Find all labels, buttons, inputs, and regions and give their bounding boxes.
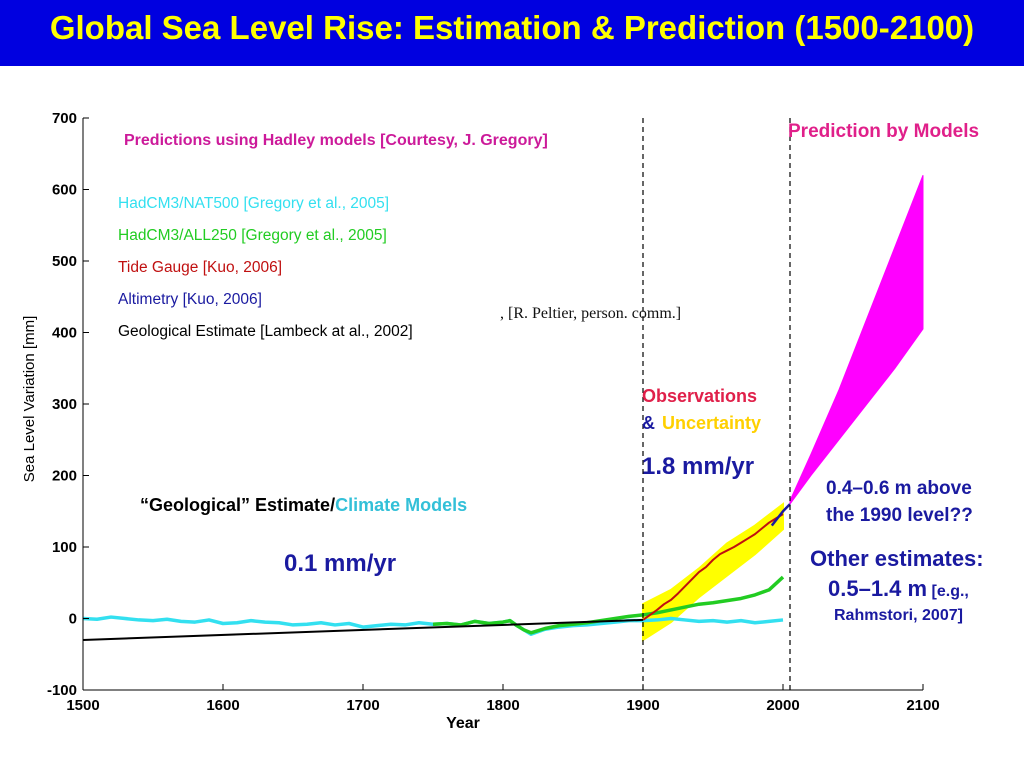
- peltier-citation: , [R. Peltier, person. comm.]: [500, 305, 682, 322]
- y-tick-label: -100: [47, 682, 77, 699]
- legend-entry-1: HadCM3/NAT500 [Gregory et al., 2005]: [118, 195, 389, 212]
- prediction-by-models-label: Prediction by Models: [788, 121, 980, 142]
- x-tick-label: 2000: [766, 697, 799, 714]
- geological-estimate-label: “Geological” Estimate/Climate Models: [140, 495, 467, 516]
- ampersand-label: &: [642, 413, 655, 433]
- x-tick-label: 1500: [66, 697, 99, 714]
- chart-series: [82, 503, 791, 641]
- y-tick-label: 400: [52, 325, 77, 342]
- x-axis-label: Year: [446, 715, 480, 732]
- y-tick-label: 700: [52, 110, 77, 127]
- rate-modern-label: 1.8 mm/yr: [642, 453, 755, 480]
- nat500-series-line: [82, 615, 784, 636]
- other-estimates-line2: 0.5–1.4 m [e.g.,: [828, 576, 969, 602]
- altimetry-series-line: [770, 503, 791, 527]
- y-tick-label: 100: [52, 539, 77, 556]
- y-tick-label: 600: [52, 182, 77, 199]
- above-1990-line1: 0.4–0.6 m above: [826, 478, 972, 499]
- x-tick-label: 1600: [206, 697, 239, 714]
- x-tick-label: 2100: [906, 697, 939, 714]
- y-tick-label: 0: [69, 611, 77, 628]
- x-tick-label: 1800: [486, 697, 519, 714]
- legend-entry-5: Geological Estimate [Lambeck at al., 200…: [118, 323, 413, 340]
- legend-entry-3: Tide Gauge [Kuo, 2006]: [118, 259, 282, 276]
- geological-estimate-text: “Geological” Estimate: [140, 495, 331, 515]
- y-tick-label: 200: [52, 468, 77, 485]
- chart-tick-labels: 1500 1600 1700 1800 1900 2000 2100 -100 0 100 200 3…: [21, 110, 940, 732]
- prediction-band: [789, 175, 924, 506]
- tide-gauge-series-line: [642, 513, 784, 621]
- y-tick-label: 300: [52, 396, 77, 413]
- slash-text: /: [330, 495, 336, 515]
- other-estimates-ref2: Rahmstori, 2007]: [834, 607, 963, 624]
- geological-estimate-series-line: [82, 618, 644, 641]
- legend-entry-4: Altimetry [Kuo, 2006]: [118, 291, 262, 308]
- y-tick-label: 500: [52, 253, 77, 270]
- other-estimates-range: 0.5–1.4 m: [828, 576, 928, 601]
- other-estimates-line1: Other estimates:: [810, 546, 984, 571]
- x-tick-label: 1900: [626, 697, 659, 714]
- legend-entry-2: HadCM3/ALL250 [Gregory et al., 2005]: [118, 227, 387, 244]
- title-banner: [0, 0, 1024, 66]
- climate-models-text: Climate Models: [335, 495, 468, 515]
- other-estimates-ref1: [e.g.,: [931, 583, 969, 600]
- above-1990-line2: the 1990 level??: [826, 505, 973, 526]
- uncertainty-label: Uncertainty: [662, 413, 762, 433]
- slide-title: Global Sea Level Rise: Estimation & Pred…: [49, 9, 975, 46]
- hadley-annotation: Predictions using Hadley models [Courtes…: [124, 132, 548, 149]
- x-tick-label: 1700: [346, 697, 379, 714]
- observations-label: Observations: [642, 386, 758, 406]
- y-axis-label: Sea Level Variation [mm]: [21, 316, 38, 482]
- chart-legend: HadCM3/NAT500 [Gregory et al., 2005] HadC…: [118, 195, 413, 340]
- rate-geological-label: 0.1 mm/yr: [284, 550, 397, 577]
